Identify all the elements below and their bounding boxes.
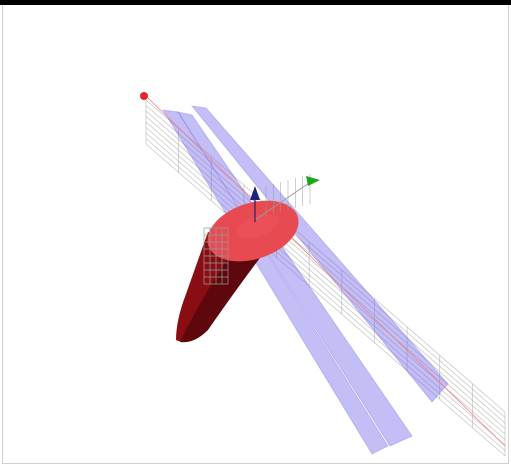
grid-line xyxy=(145,105,506,418)
cone-top-highlight xyxy=(236,214,280,238)
grid-line xyxy=(145,138,506,451)
slice-plane-2 xyxy=(176,111,413,447)
grid-line xyxy=(145,121,506,435)
grid-line xyxy=(145,132,506,446)
grid-line xyxy=(145,110,506,424)
grid-line xyxy=(145,116,506,429)
z-axis-arrow[interactable] xyxy=(250,186,260,222)
grid-line xyxy=(145,99,506,413)
cone-top-cap xyxy=(207,200,299,262)
x-axis-line xyxy=(145,95,506,447)
y-axis-arrow[interactable] xyxy=(254,176,320,221)
cone-side-shade xyxy=(180,250,266,343)
window-top-border xyxy=(0,0,511,5)
grid-line xyxy=(145,143,506,457)
x-axis-arrow[interactable] xyxy=(140,92,255,220)
slice-plane-1 xyxy=(162,109,389,455)
